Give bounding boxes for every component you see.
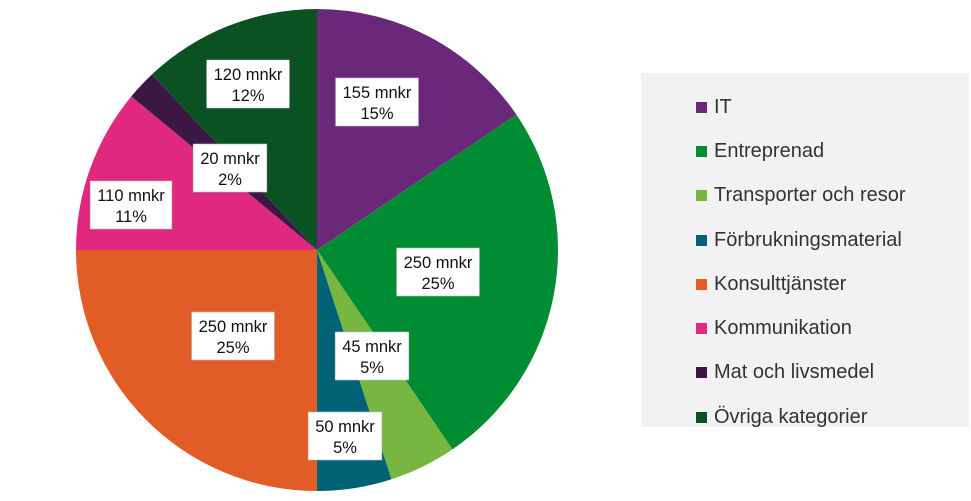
slice-percent-label: 5%	[333, 439, 357, 457]
legend-swatch	[696, 101, 707, 113]
slice-value-label: 110 mnkr	[97, 187, 165, 205]
slice-value-label: 50 mnkr	[315, 418, 375, 436]
legend-item-entreprenad: Entreprenad	[696, 129, 906, 173]
legend-item-transporter-och-resor: Transporter och resor	[696, 174, 906, 218]
legend-swatch	[696, 145, 707, 157]
legend-list: IT Entreprenad Transporter och resor För…	[696, 85, 906, 439]
slice-percent-label: 15%	[360, 105, 393, 123]
slice-label-box	[191, 311, 275, 361]
pie-slice-konsulttjanster	[76, 250, 317, 491]
legend-label: Förbrukningsmaterial	[714, 228, 902, 251]
slice-label-kommunikation: 110 mnkr 11%	[89, 180, 173, 230]
legend-label: Konsulttjänster	[714, 272, 847, 295]
slice-value-label: 20 mnkr	[200, 150, 260, 168]
slice-label-box	[206, 59, 290, 109]
legend-swatch	[696, 190, 707, 202]
legend-label: Mat och livsmedel	[714, 361, 875, 384]
slice-label-it: 155 mnkr 15%	[335, 77, 419, 127]
legend-label: IT	[714, 95, 732, 118]
slice-label-mat-och-livsmedel: 20 mnkr 2%	[192, 143, 268, 193]
slice-value-label: 250 mnkr	[199, 318, 268, 336]
legend-swatch	[696, 367, 707, 379]
legend-swatch	[696, 411, 707, 423]
legend-label: Övriga kategorier	[714, 405, 868, 428]
slice-percent-label: 2%	[218, 171, 242, 189]
slice-label-box	[335, 77, 419, 127]
legend-label: Entreprenad	[714, 139, 825, 162]
pie-labels: 155 mnkr 15% 250 mnkr 25% 45 mnkr 5% 50 mnkr 5%…	[89, 59, 480, 461]
slice-label-ovriga-kategorier: 120 mnkr 12%	[206, 59, 290, 109]
slice-label-box	[89, 180, 173, 230]
slice-percent-label: 25%	[216, 339, 249, 357]
legend-swatch	[696, 234, 707, 246]
legend-label: Kommunikation	[714, 317, 852, 340]
legend: IT Entreprenad Transporter och resor För…	[641, 73, 969, 428]
slice-percent-label: 11%	[115, 208, 147, 226]
legend-item-ovriga-kategorier: Övriga kategorier	[696, 395, 906, 439]
legend-label: Transporter och resor	[714, 184, 906, 207]
slice-label-forbrukningsmaterial: 50 mnkr 5%	[307, 411, 383, 461]
legend-item-mat-och-livsmedel: Mat och livsmedel	[696, 351, 906, 395]
slice-label-transporter-och-resor: 45 mnkr 5%	[334, 331, 410, 381]
legend-item-konsulttjanster: Konsulttjänster	[696, 262, 906, 306]
slice-percent-label: 12%	[231, 87, 264, 105]
pie-slice-it	[317, 9, 517, 250]
slice-percent-label: 25%	[421, 275, 454, 293]
slice-label-box	[334, 331, 410, 381]
legend-swatch	[696, 323, 707, 335]
slice-value-label: 45 mnkr	[342, 338, 402, 356]
slice-label-entreprenad: 250 mnkr 25%	[396, 247, 480, 297]
slice-label-box	[192, 143, 268, 193]
slice-value-label: 250 mnkr	[404, 254, 473, 272]
legend-item-kommunikation: Kommunikation	[696, 306, 906, 350]
legend-swatch	[696, 278, 707, 290]
slice-percent-label: 5%	[360, 359, 384, 377]
slice-value-label: 120 mnkr	[214, 66, 283, 84]
slice-label-box	[307, 411, 383, 461]
slice-label-box	[396, 247, 480, 297]
slice-label-konsulttjanster: 250 mnkr 25%	[191, 311, 275, 361]
legend-item-it: IT	[696, 85, 906, 129]
slice-value-label: 155 mnkr	[343, 84, 412, 102]
legend-item-forbrukningsmaterial: Förbrukningsmaterial	[696, 218, 906, 262]
